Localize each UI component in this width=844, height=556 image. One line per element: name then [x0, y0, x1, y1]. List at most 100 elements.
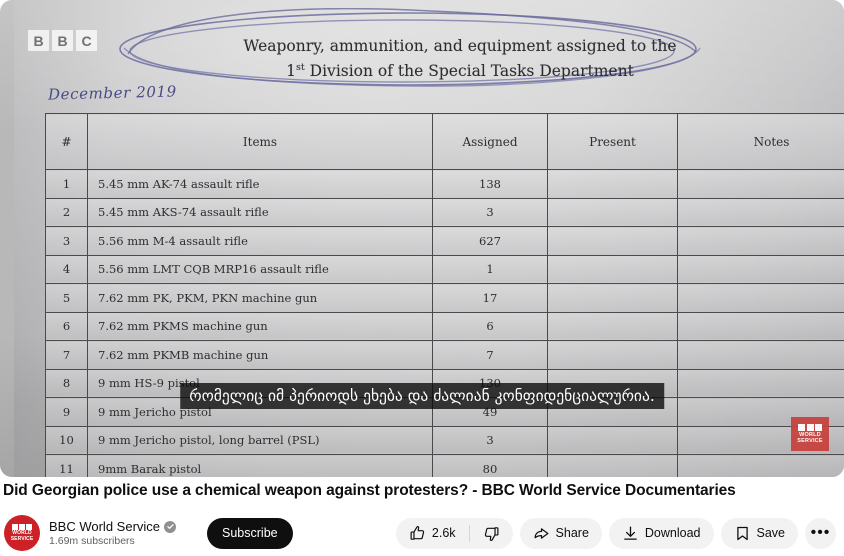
- channel-meta: BBC World Service 1.69m subscribers: [49, 519, 177, 547]
- cell-present: [547, 454, 678, 477]
- subtitle-caption: რომელიც იმ პერიოდს ეხება და ძალიან კონფი…: [180, 383, 664, 409]
- download-icon: [622, 525, 639, 542]
- cell-assigned: 1: [432, 254, 548, 284]
- inventory-table: # Items Assigned Present Notes 1 5.45 mm …: [45, 113, 844, 477]
- document-title-line-1: Weaponry, ammunition, and equipment assi…: [243, 37, 677, 55]
- cell-notes: [677, 254, 844, 284]
- channel-name-line: BBC World Service: [49, 519, 177, 534]
- cell-assigned: 7: [432, 340, 548, 370]
- verified-badge-icon: [164, 520, 177, 533]
- thumbs-up-icon: [409, 525, 426, 542]
- bbc-logo-letter-2: B: [52, 30, 73, 51]
- table-row: 7 7.62 mm PKMB machine gun 7: [45, 340, 844, 370]
- column-header-number: #: [45, 113, 88, 170]
- dislike-button[interactable]: [470, 518, 513, 549]
- share-icon: [533, 525, 550, 542]
- table-row: 3 5.56 mm M-4 assault rifle 627: [45, 226, 844, 256]
- bbc-logo-letter-1: B: [28, 30, 49, 51]
- subscriber-count: 1.69m subscribers: [49, 535, 135, 547]
- inventory-table-body: 1 5.45 mm AK-74 assault rifle 138 2 5.45 mm …: [45, 169, 844, 477]
- cell-assigned: 138: [432, 169, 548, 199]
- cell-present: [547, 197, 678, 227]
- cell-number: 11: [45, 454, 88, 477]
- cell-notes: [677, 226, 844, 256]
- document-title-ordinal-suffix: st: [296, 62, 305, 73]
- cell-present: [547, 340, 678, 370]
- thumbs-down-icon: [483, 525, 500, 542]
- watermark-blocks: [798, 423, 822, 431]
- cell-assigned: 627: [432, 226, 548, 256]
- avatar-line-1: WORLD: [12, 529, 32, 536]
- cell-number: 2: [45, 197, 88, 227]
- save-label: Save: [756, 526, 786, 540]
- cell-present: [547, 169, 678, 199]
- cell-item: 9mm Barak pistol: [87, 454, 433, 477]
- document-title-line-2: 1st Division of the Special Tasks Depart…: [200, 57, 720, 82]
- watermark-text: WORLD SERVICE: [797, 432, 822, 445]
- cell-assigned: 6: [432, 311, 548, 341]
- column-header-present: Present: [547, 113, 678, 170]
- like-button[interactable]: 2.6k: [396, 518, 469, 549]
- subscribe-button[interactable]: Subscribe: [207, 517, 293, 549]
- like-count: 2.6k: [431, 526, 456, 540]
- table-row: 11 9mm Barak pistol 80: [45, 454, 844, 477]
- channel-name[interactable]: BBC World Service: [49, 519, 161, 534]
- table-row: 1 5.45 mm AK-74 assault rifle 138: [45, 169, 844, 199]
- cell-notes: [677, 283, 844, 313]
- cell-item: 5.56 mm LMT CQB MRP16 assault rifle: [87, 254, 433, 284]
- action-buttons: 2.6k Share: [395, 517, 836, 549]
- cell-number: 1: [45, 169, 88, 199]
- cell-number: 3: [45, 226, 88, 256]
- cell-assigned: 3: [432, 197, 548, 227]
- share-button[interactable]: Share: [519, 517, 602, 549]
- watermark-line-2: SERVICE: [797, 438, 823, 444]
- cell-number: 5: [45, 283, 88, 313]
- column-header-assigned: Assigned: [432, 113, 548, 170]
- video-action-bar: WORLD SERVICE BBC World Service 1.69m su…: [0, 510, 844, 556]
- bbc-logo: B B C: [28, 30, 97, 51]
- share-label: Share: [555, 526, 589, 540]
- cell-notes: [677, 340, 844, 370]
- cell-notes: [677, 311, 844, 341]
- like-dislike-group: 2.6k: [395, 517, 513, 549]
- cell-item: 5.45 mm AKS-74 assault rifle: [87, 197, 433, 227]
- cell-number: 9: [45, 397, 88, 427]
- bookmark-icon: [734, 525, 751, 542]
- cell-assigned: 17: [432, 283, 548, 313]
- cell-number: 8: [45, 368, 88, 398]
- cell-assigned: 80: [432, 454, 548, 477]
- cell-number: 6: [45, 311, 88, 341]
- download-button[interactable]: Download: [608, 517, 714, 549]
- cell-present: [547, 283, 678, 313]
- cell-notes: [677, 454, 844, 477]
- cell-number: 7: [45, 340, 88, 370]
- cell-item: 5.45 mm AK-74 assault rifle: [87, 169, 433, 199]
- channel-avatar[interactable]: WORLD SERVICE: [4, 515, 40, 551]
- column-header-items: Items: [87, 113, 433, 170]
- download-label: Download: [644, 526, 701, 540]
- save-button[interactable]: Save: [720, 517, 798, 549]
- video-player[interactable]: B B C Weaponry, ammunition, and equipmen…: [0, 0, 844, 477]
- bbc-logo-letter-3: C: [76, 30, 97, 51]
- cell-present: [547, 226, 678, 256]
- document-title: Weaponry, ammunition, and equipment assi…: [200, 36, 720, 82]
- handwritten-date: December 2019: [47, 82, 177, 104]
- cell-number: 4: [45, 254, 88, 284]
- cell-notes: [677, 368, 844, 398]
- document-title-line-2-rest: Division of the Special Tasks Department: [304, 62, 634, 81]
- cell-item: 7.62 mm PKMB machine gun: [87, 340, 433, 370]
- table-row: 4 5.56 mm LMT CQB MRP16 assault rifle 1: [45, 254, 844, 284]
- table-header-row: # Items Assigned Present Notes: [45, 113, 844, 170]
- more-actions-button[interactable]: •••: [805, 517, 836, 549]
- cell-item: 7.62 mm PKMS machine gun: [87, 311, 433, 341]
- avatar-blocks: [11, 523, 33, 530]
- cell-notes: [677, 197, 844, 227]
- cell-notes: [677, 169, 844, 199]
- watermark-line-1: WORLD: [799, 431, 821, 438]
- channel-info[interactable]: WORLD SERVICE BBC World Service 1.69m su…: [4, 515, 293, 551]
- table-row: 6 7.62 mm PKMS machine gun 6: [45, 311, 844, 341]
- table-row: 5 7.62 mm PK, PKM, PKN machine gun 17: [45, 283, 844, 313]
- cell-present: [547, 254, 678, 284]
- cell-number: 10: [45, 425, 88, 455]
